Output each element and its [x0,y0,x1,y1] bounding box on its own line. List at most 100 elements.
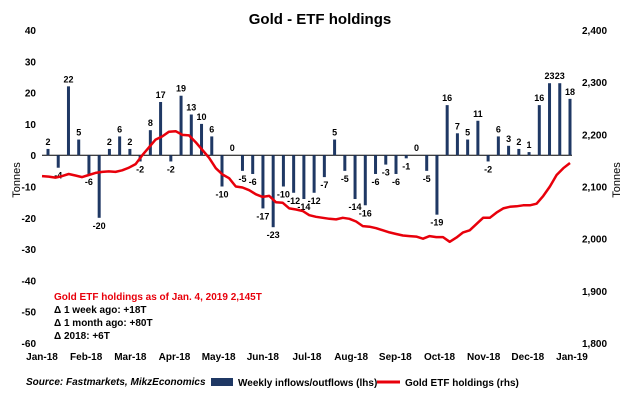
bar-value-label: 7 [455,121,460,131]
bar [558,83,562,156]
bar [384,155,388,165]
bar [210,136,214,156]
annotation-week: Δ 1 week ago: +18T [54,305,147,316]
x-tick-label: Mar-18 [114,352,147,363]
bar [179,95,183,156]
bar-value-label: -12 [287,196,300,206]
x-tick-label: Nov-18 [467,352,501,363]
bar [128,148,132,156]
x-tick-label: Jan-19 [556,352,588,363]
bar [333,139,337,156]
bar [363,155,367,206]
bar-value-label: 2 [107,137,112,147]
bar [56,155,60,168]
bar [568,98,572,156]
chart-title: Gold - ETF holdings [249,11,391,28]
left-tick-label: -20 [22,214,37,225]
bar [302,155,306,200]
bar-value-label: -6 [372,177,380,187]
bar [261,155,265,209]
left-tick-label: -10 [22,183,37,194]
bar [281,155,285,187]
bar-value-label: -16 [359,208,372,218]
bar [118,136,122,156]
bar-value-label: -6 [85,177,93,187]
bar [87,155,91,174]
bar [107,148,111,156]
bar [189,114,193,156]
bar-value-label: 2 [127,137,132,147]
x-tick-label: Apr-18 [159,352,191,363]
bar [445,105,449,156]
bar-value-label: 16 [534,93,544,103]
bar [435,155,439,215]
bar [97,155,101,218]
annotation-year: Δ 2018: +6T [54,331,110,342]
source-note: Source: Fastmarkets, MikzEconomics [26,377,206,388]
bar-value-label: 8 [148,118,153,128]
legend-swatch-bars [211,378,233,386]
bar [77,139,81,156]
left-tick-label: 0 [30,151,36,162]
bar [271,155,275,228]
bar-value-label: 11 [473,109,483,119]
bar-value-label: 2 [45,137,50,147]
x-tick-label: Sep-18 [379,352,412,363]
bar [312,155,316,193]
left-tick-label: -50 [22,308,37,319]
bar-value-label: 5 [465,128,470,138]
bar [322,155,326,178]
bar [46,148,50,156]
bar-value-label: 13 [186,103,196,113]
bar-value-label: -19 [430,218,443,228]
bar-value-label: 2 [516,137,521,147]
bar-value-label: 23 [545,71,555,81]
bar-value-label: -17 [256,211,269,221]
bar [527,152,531,156]
x-tick-label: Jul-18 [293,352,322,363]
right-axis-label: Tonnes [611,162,623,198]
bar-value-label: -10 [215,190,228,200]
bar [169,155,173,162]
right-tick-label: 2,000 [582,235,607,246]
bar-value-label: -3 [382,168,390,178]
x-tick-label: Oct-18 [424,352,456,363]
bar-value-label: -2 [136,164,144,174]
bar [507,145,511,156]
bar [240,155,244,171]
right-tick-label: 1,900 [582,287,607,298]
x-tick-label: Feb-18 [70,352,103,363]
bar-value-label: 18 [565,87,575,97]
bar [466,139,470,156]
bar [404,155,408,159]
annotation-month: Δ 1 month ago: +80T [54,318,153,329]
bar [394,155,398,174]
bar [66,86,70,156]
bar-value-label: 6 [117,124,122,134]
left-tick-label: 20 [25,89,37,100]
bar-value-label: 1 [527,140,532,150]
bar-value-label: 19 [176,84,186,94]
bar [374,155,378,174]
left-tick-label: -60 [22,339,37,350]
bar [200,123,204,156]
bar-value-label: -14 [297,202,310,212]
x-tick-label: May-18 [202,352,236,363]
bar-value-label: 5 [332,128,337,138]
bar-value-label: 0 [414,143,419,153]
right-tick-label: 2,400 [582,26,607,37]
bar-value-label: 0 [230,143,235,153]
bar-value-label: -5 [341,174,349,184]
x-tick-label: Dec-18 [511,352,544,363]
bar-value-label: -7 [320,180,328,190]
bar-value-label: 6 [209,124,214,134]
bar [425,155,429,171]
left-tick-label: 40 [25,26,37,37]
bar [353,155,357,200]
bar [517,148,521,156]
bar [292,155,296,193]
right-tick-label: 1,800 [582,339,607,350]
bar [148,130,152,156]
bar-value-label: -23 [267,230,280,240]
bar-value-label: 17 [156,90,166,100]
